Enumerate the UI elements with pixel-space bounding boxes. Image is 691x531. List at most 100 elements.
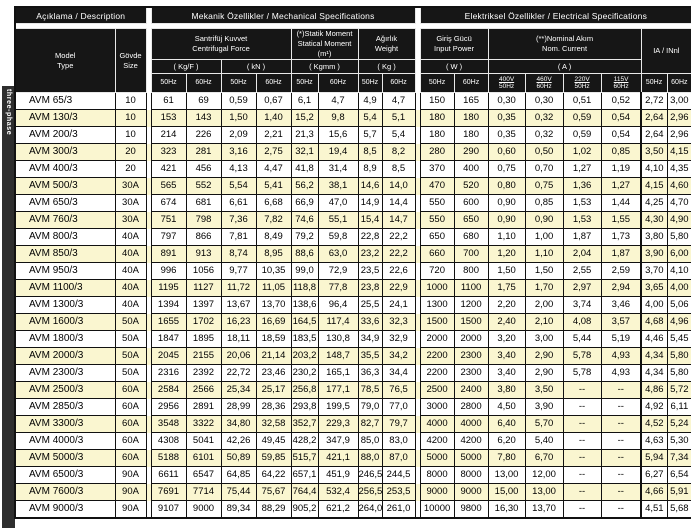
value-cell: -- xyxy=(562,381,602,399)
value-cell: 1,55 xyxy=(600,211,642,229)
value-cell: 800 xyxy=(453,262,489,280)
value-cell: 5,94 xyxy=(640,449,668,467)
value-cell: 0,90 xyxy=(487,211,526,229)
value-cell: 3322 xyxy=(185,415,222,433)
value-cell: 3,16 xyxy=(220,143,257,161)
value-cell: 1,75 xyxy=(487,279,526,297)
model-cell: AVM 500/3 xyxy=(14,177,116,195)
table-row: AVM 650/3 30A 674 681 6,61 6,68 66,9 47,0 14,9 14… xyxy=(14,194,691,212)
value-cell: 2,64 xyxy=(640,126,668,144)
value-cell: 1500 xyxy=(453,313,489,331)
value-cell: 2584 xyxy=(150,381,187,399)
value-cell: 520 xyxy=(453,177,489,195)
model-cell: AVM 65/3 xyxy=(14,92,116,110)
column-names-row: Model Type Gövde Size Santrifüj Kuvvet C… xyxy=(14,28,691,93)
value-cell: 9,8 xyxy=(317,109,359,127)
value-cell: -- xyxy=(600,415,642,433)
value-cell: -- xyxy=(562,466,602,484)
hz-label: 50Hz xyxy=(419,73,455,93)
value-cell: 293,8 xyxy=(290,398,319,416)
value-cell: 3,40 xyxy=(487,364,526,382)
value-cell: 13,70 xyxy=(255,296,292,314)
value-cell: 5,78 xyxy=(562,364,602,382)
band-gap-row xyxy=(15,23,691,29)
value-cell: 4,50 xyxy=(487,398,526,416)
value-cell: 5,4 xyxy=(357,109,383,127)
value-cell: 4200 xyxy=(419,432,455,450)
value-cell: 600 xyxy=(453,194,489,212)
value-cell: -- xyxy=(600,466,642,484)
value-cell: 31,4 xyxy=(317,160,359,178)
value-cell: 13,67 xyxy=(220,296,257,314)
value-cell: 2,00 xyxy=(524,296,564,314)
value-cell: 15,6 xyxy=(317,126,359,144)
value-cell: 2,09 xyxy=(220,126,257,144)
value-cell: 3,90 xyxy=(524,398,564,416)
value-cell: 36,3 xyxy=(357,364,383,382)
value-cell: 2400 xyxy=(453,381,489,399)
value-cell: 891 xyxy=(150,245,187,263)
size-cell: 50A xyxy=(114,330,147,348)
value-cell: 0,59 xyxy=(220,92,257,110)
value-cell: 9800 xyxy=(453,500,489,519)
value-cell: 153 xyxy=(150,109,187,127)
value-cell: 15,00 xyxy=(487,483,526,501)
value-cell: 9000 xyxy=(453,483,489,501)
value-cell: 88,0 xyxy=(357,449,383,467)
value-cell: 7691 xyxy=(150,483,187,501)
value-cell: 797 xyxy=(150,228,187,246)
hz-label: 50Hz xyxy=(640,73,668,93)
value-cell: 1,53 xyxy=(562,194,602,212)
value-cell: -- xyxy=(600,432,642,450)
value-cell: 0,85 xyxy=(524,194,564,212)
value-cell: 23,46 xyxy=(255,364,292,382)
value-cell: 82,7 xyxy=(357,415,383,433)
value-cell: 230,2 xyxy=(290,364,319,382)
value-cell: 2,97 xyxy=(562,279,602,297)
value-cell: 3,40 xyxy=(487,347,526,365)
value-cell: 96,4 xyxy=(317,296,359,314)
value-cell: 56,2 xyxy=(290,177,319,195)
value-cell: 1056 xyxy=(185,262,222,280)
value-cell: 246,5 xyxy=(357,466,383,484)
value-cell: 4,25 xyxy=(640,194,668,212)
value-cell: 4,9 xyxy=(357,92,383,110)
group-electrical: Elektriksel Özellikler / Electrical Spec… xyxy=(419,6,691,24)
value-cell: -- xyxy=(600,381,642,399)
value-cell: 550 xyxy=(419,211,455,229)
value-cell: 99,0 xyxy=(290,262,319,280)
value-cell: 6,70 xyxy=(524,449,564,467)
value-cell: 12,00 xyxy=(524,466,564,484)
value-cell: 0,35 xyxy=(487,126,526,144)
value-cell: 6,54 xyxy=(666,466,691,484)
size-cell: 90A xyxy=(114,466,147,484)
value-cell: 5,40 xyxy=(524,432,564,450)
size-cell: 50A xyxy=(114,347,147,365)
value-cell: 24,1 xyxy=(381,296,416,314)
value-cell: 229,3 xyxy=(317,415,359,433)
value-cell: 1,10 xyxy=(487,228,526,246)
value-cell: 4,08 xyxy=(562,313,602,331)
value-cell: 35,5 xyxy=(357,347,383,365)
value-cell: 456 xyxy=(185,160,222,178)
value-cell: 264,0 xyxy=(357,500,383,519)
value-cell: 5,80 xyxy=(666,347,691,365)
hz-label: 50Hz xyxy=(220,73,257,93)
value-cell: 4,15 xyxy=(666,143,691,161)
value-cell: 23,2 xyxy=(357,245,383,263)
value-cell: 13,70 xyxy=(524,500,564,519)
value-cell: 3000 xyxy=(419,398,455,416)
value-cell: 3,50 xyxy=(640,143,668,161)
value-cell: 4,52 xyxy=(640,415,668,433)
value-cell: 21,14 xyxy=(255,347,292,365)
value-cell: -- xyxy=(600,500,642,519)
value-cell: 700 xyxy=(453,245,489,263)
value-cell: 681 xyxy=(185,194,222,212)
value-cell: 0,60 xyxy=(487,143,526,161)
value-cell: 25,34 xyxy=(220,381,257,399)
value-cell: 2200 xyxy=(419,347,455,365)
size-cell: 20 xyxy=(114,143,147,161)
value-cell: 4000 xyxy=(453,415,489,433)
value-cell: 64,22 xyxy=(255,466,292,484)
